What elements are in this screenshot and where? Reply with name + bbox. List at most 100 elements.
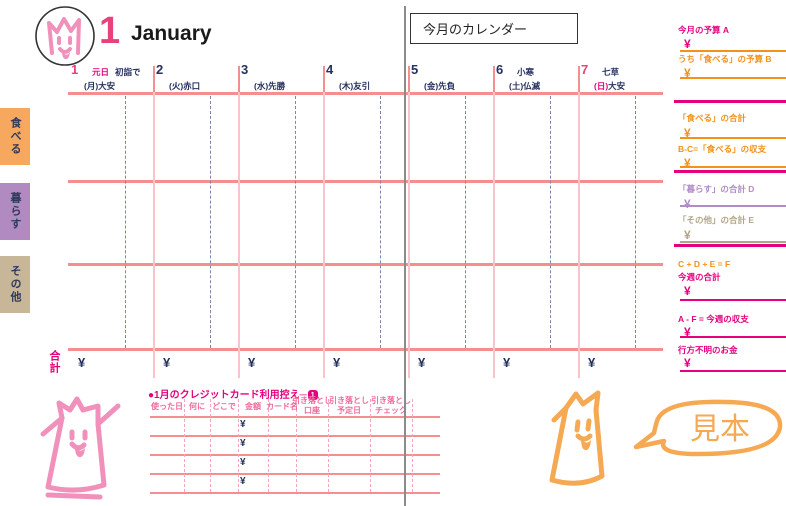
day-rokuyo: 大安 (98, 81, 116, 91)
day-number-5: 5 (411, 62, 419, 77)
sidebar-label-3: B-C=「食べる」の収支 (678, 144, 767, 154)
total-yen-1: ¥ (163, 355, 171, 370)
sidebar-underline-2 (680, 137, 786, 139)
credit-col-dash-2 (238, 399, 239, 492)
tab-category-2: その他 (0, 256, 30, 313)
day-weekday-rokuyo-1: (月)大安 (84, 80, 115, 92)
credit-title-bullet: ● (148, 390, 155, 401)
sidebar-yen-4: ¥ (684, 197, 691, 211)
day-number-2: 2 (156, 62, 164, 77)
grid-dashed-line-1 (210, 96, 211, 348)
grid-col-line-2 (238, 92, 240, 378)
day-weekday: (木) (339, 81, 354, 91)
sidebar-label-1: うち「食べる」の予算 B (678, 54, 772, 64)
sample-stamp-label: 見本 (690, 413, 750, 446)
credit-title-badge: 1 (307, 389, 318, 400)
day-weekday: (金) (424, 81, 439, 91)
credit-amount-yen-3: ¥ (240, 476, 246, 487)
grid-row-line-1 (68, 180, 663, 183)
day-special-6: 小寒 (517, 67, 535, 77)
credit-col-header-0: 使った日 (151, 402, 183, 411)
credit-col-header-4: カード名 (266, 402, 298, 411)
sidebar-yen-7: ¥ (684, 325, 691, 339)
grid-dashed-line-3 (380, 96, 381, 348)
credit-amount-yen-0: ¥ (240, 419, 246, 430)
orange-cat-doodle-icon (549, 390, 605, 486)
total-yen-6: ¥ (588, 355, 596, 370)
day-number-1: 1 (71, 62, 79, 77)
credit-row-line-1 (150, 435, 440, 437)
credit-col-dash-7 (412, 399, 413, 492)
day-weekday-rokuyo-6: (土)仏滅 (509, 80, 540, 92)
grid-col-line-1 (153, 92, 155, 378)
total-yen-5: ¥ (503, 355, 511, 370)
sidebar-label-6: 今週の合計 (678, 272, 721, 282)
total-yen-4: ¥ (418, 355, 426, 370)
grid-col-line-header-2 (238, 66, 240, 92)
sidebar-underline-8 (680, 370, 786, 372)
sample-stamp-bubble: 見本 (633, 399, 783, 457)
grid-row-line-3 (68, 348, 663, 351)
grid-col-line-3 (323, 92, 325, 378)
grid-dashed-line-5 (550, 96, 551, 348)
sidebar-yen-2: ¥ (684, 126, 691, 140)
grid-dashed-line-4 (465, 96, 466, 348)
grid-col-line-5 (493, 92, 495, 378)
credit-row-line-3 (150, 473, 440, 475)
credit-col-dash-1 (210, 399, 211, 492)
grid-dashed-line-6 (635, 96, 636, 348)
credit-col-dash-4 (296, 399, 297, 492)
day-number-6: 6 (496, 62, 504, 77)
total-yen-0: ¥ (78, 355, 86, 370)
credit-col-header-6: 引き落とし 予定日 (329, 396, 369, 415)
credit-row-line-4 (150, 492, 440, 494)
credit-col-header-2: どこで (212, 402, 236, 411)
sidebar-yen-6: ¥ (684, 284, 691, 298)
grid-col-line-header-5 (493, 66, 495, 92)
month-number: 1 (99, 10, 121, 52)
credit-col-header-3: 金額 (245, 402, 261, 411)
grid-dashed-line-0 (125, 96, 126, 348)
day-weekday: (水) (254, 81, 269, 91)
day-weekday: (土) (509, 81, 524, 91)
sidebar-underline-7 (680, 336, 786, 338)
sidebar-underline-5 (680, 241, 786, 243)
day-number-3: 3 (241, 62, 249, 77)
day-rokuyo: 先負 (438, 81, 456, 91)
sidebar-label-7: A - F = 今週の収支 (678, 314, 749, 324)
sidebar-label-0: 今月の予算 A (678, 25, 730, 35)
day-rokuyo: 友引 (353, 81, 371, 91)
sidebar-label-8: 行方不明のお金 (678, 345, 738, 355)
total-yen-3: ¥ (333, 355, 341, 370)
grid-col-line-header-4 (408, 66, 410, 92)
day-special-1: 元日 (92, 67, 110, 77)
sidebar-underline-0 (680, 50, 786, 52)
sidebar-label-5: 「その他」の合計 E (678, 215, 755, 225)
sidebar-underline-4 (680, 205, 786, 207)
day-weekday-rokuyo-2: (火)赤口 (169, 80, 200, 92)
total-yen-2: ¥ (248, 355, 256, 370)
grid-row-line-0 (68, 92, 663, 95)
total-row-label: 合計 (48, 350, 60, 374)
sidebar-label-2: 「食べる」の合計 (678, 113, 747, 123)
credit-col-dash-5 (328, 399, 329, 492)
credit-col-dash-6 (370, 399, 371, 492)
sidebar-divider-5 (674, 244, 786, 247)
day-special-7: 七草 (602, 67, 620, 77)
day-rokuyo: 大安 (608, 81, 626, 91)
tab-category-0: 食べる (0, 108, 30, 165)
month-name: January (131, 22, 212, 45)
day-weekday-rokuyo-4: (木)友引 (339, 80, 370, 92)
credit-col-dash-3 (268, 399, 269, 492)
sidebar-yen-3: ¥ (684, 156, 691, 170)
sidebar-yen-8: ¥ (684, 356, 691, 370)
credit-col-dash-0 (184, 399, 185, 492)
day-weekday: (火) (169, 81, 184, 91)
sidebar-yen-0: ¥ (684, 37, 691, 51)
credit-col-header-7: 引き落とし チェック (371, 396, 411, 415)
day-number-7: 7 (581, 62, 589, 77)
grid-col-line-6 (578, 92, 580, 378)
credit-row-line-2 (150, 454, 440, 456)
credit-col-header-5: 引き落とし 口座 (292, 396, 332, 415)
